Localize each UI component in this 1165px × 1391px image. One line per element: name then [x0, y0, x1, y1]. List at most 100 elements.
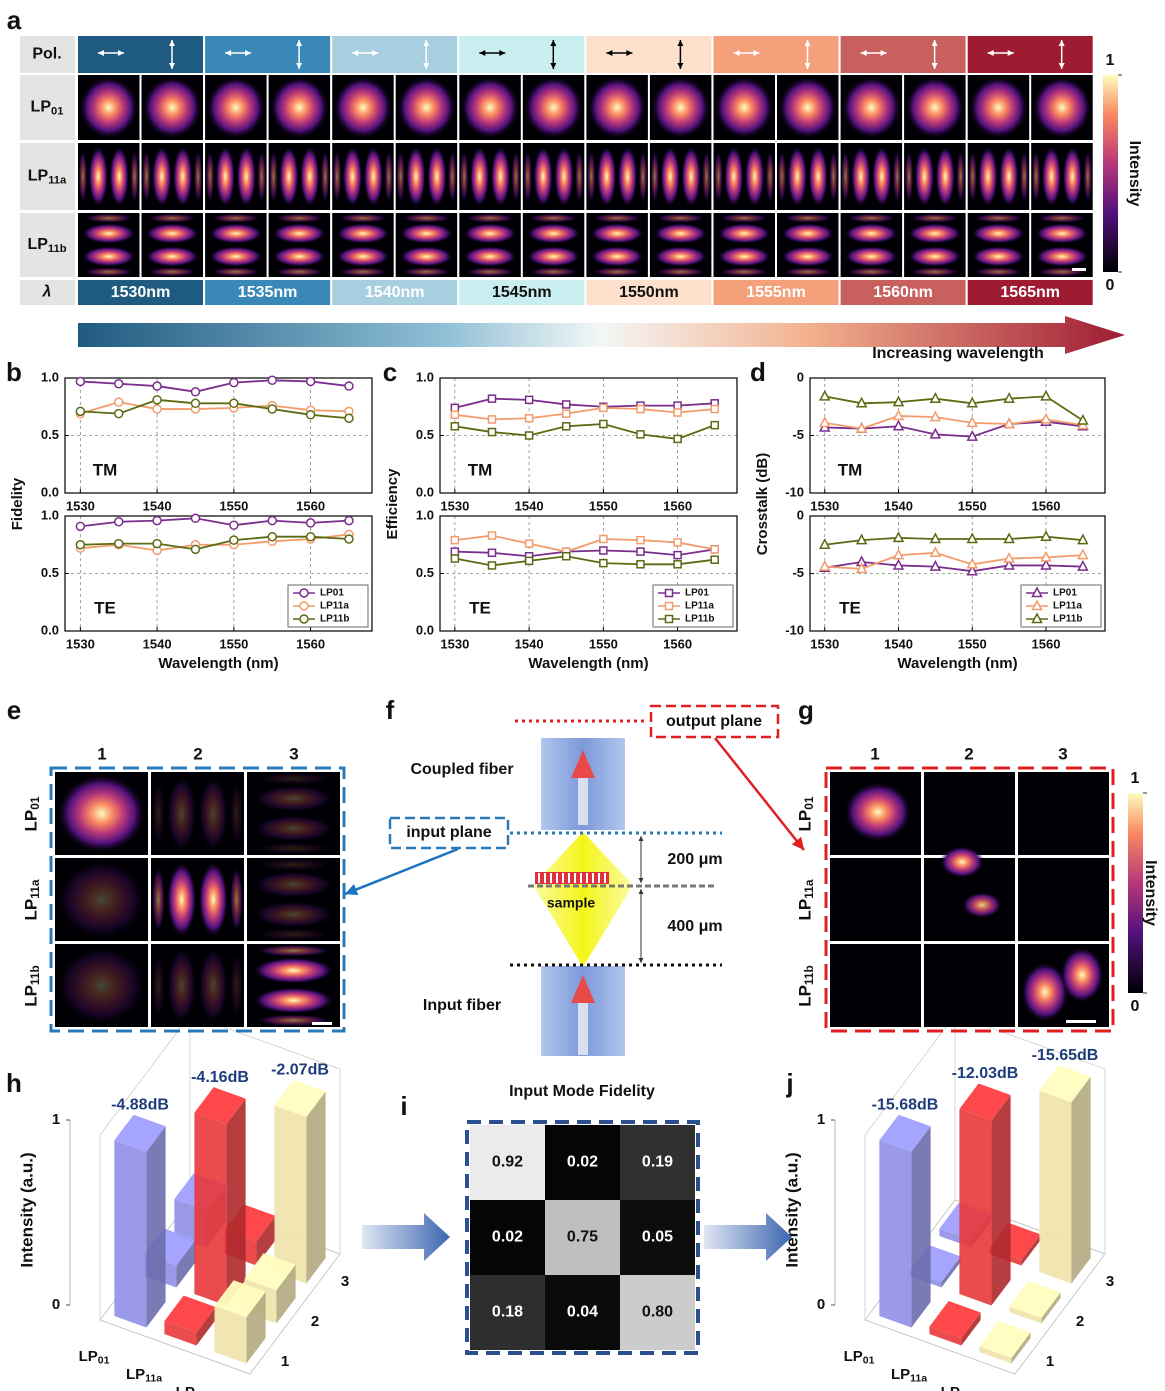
bar-face [879, 1140, 912, 1328]
diagram-label: 400 μm [667, 918, 722, 935]
bar-face [214, 1305, 247, 1364]
cell-value: 0.02 [492, 1229, 523, 1246]
row-label: LP11a [795, 879, 816, 920]
marker [892, 395, 905, 407]
bar-face [1071, 1076, 1091, 1284]
bar [979, 1320, 1031, 1364]
bar-face [226, 1098, 246, 1306]
marker [561, 552, 571, 561]
mode-image [967, 213, 1030, 277]
mode-lobe [166, 775, 197, 852]
bar [879, 1114, 931, 1328]
mode-lobe [971, 223, 1026, 244]
arrow-head [1058, 63, 1065, 69]
mode-lobe [465, 267, 515, 277]
mode-lobe [904, 149, 914, 204]
mode-image [395, 213, 458, 277]
marker [1003, 392, 1015, 403]
marker [229, 535, 239, 545]
mode-lobe [208, 223, 263, 244]
marker [599, 403, 608, 413]
mode-lobe [269, 149, 278, 204]
column-label: 1 [97, 744, 106, 763]
series-line [824, 395, 1084, 422]
series-line [454, 548, 715, 558]
x-tick-label: 1560 [1032, 498, 1061, 513]
mode-image [268, 143, 331, 210]
mode-lobe [723, 145, 744, 208]
marker [892, 531, 905, 543]
x-tick-label: 1540 [515, 498, 544, 513]
mode-lobe [841, 149, 850, 204]
y-tick-label: -10 [785, 484, 804, 499]
arrow-head [423, 63, 430, 69]
x-tick-label: 1530 [440, 636, 469, 651]
bar [1039, 1065, 1091, 1284]
category-label: LP01 [79, 1348, 110, 1366]
heatmap-cell [545, 1200, 620, 1275]
bar [214, 1280, 266, 1364]
mode-lobe [396, 76, 456, 139]
marker [344, 381, 354, 391]
marker [190, 398, 201, 409]
bar-face [194, 1112, 227, 1306]
marker [1077, 413, 1089, 425]
mode-lobe [145, 223, 200, 244]
mode-lobe [490, 145, 511, 208]
mode-lobe [1083, 149, 1093, 204]
bar-face [961, 1312, 981, 1346]
bar-face [941, 1256, 961, 1288]
panel-letter: i [400, 1091, 407, 1121]
panel-letter: c [383, 357, 397, 387]
x-tick-label: 1550 [958, 498, 987, 513]
panel-letter: h [6, 1068, 22, 1098]
bar-face [164, 1321, 197, 1346]
marker [966, 430, 978, 441]
row-header [20, 280, 75, 305]
mode-lobe [198, 947, 229, 1024]
marker [487, 394, 497, 403]
plot-frame [809, 515, 1106, 632]
grating-line [580, 873, 582, 883]
mode-lobe [230, 780, 244, 847]
panel-letter: e [7, 695, 21, 725]
marker [152, 395, 162, 405]
x-tick-label: 1550 [589, 636, 618, 651]
marker [524, 431, 534, 440]
mode-lobe [151, 952, 165, 1019]
mode-lobe [844, 223, 899, 244]
row-header [20, 75, 75, 140]
mode-image [924, 772, 1015, 855]
plot-frame [439, 377, 738, 494]
arrow-head [638, 889, 644, 894]
category-label: LP11a [891, 1366, 927, 1384]
colorbar-tick-label: 1 [1106, 52, 1115, 69]
arrow-head [245, 50, 252, 56]
beam-arrow [571, 975, 595, 1003]
row-label: LP11a [21, 879, 42, 920]
arrow-head [423, 40, 430, 46]
panel-border [49, 766, 346, 1033]
mode-image [830, 944, 921, 1027]
mode-lobe [256, 842, 331, 855]
y-tick-label: -5 [792, 427, 804, 442]
arrow [714, 737, 805, 851]
marker [673, 434, 682, 444]
mode-lobe [526, 223, 581, 244]
mode-image [151, 772, 244, 855]
series-line [454, 534, 715, 553]
mode-lobe [973, 213, 1024, 223]
x-tick-label: 1540 [884, 636, 913, 651]
mode-image [1031, 213, 1093, 277]
series-line [824, 535, 1083, 546]
mode-lobe [198, 861, 229, 938]
mode-lobe [554, 145, 574, 208]
bar [114, 1114, 166, 1328]
mode-lobe [252, 987, 335, 1014]
mode-lobe [81, 223, 136, 244]
mode-lobe [269, 76, 329, 139]
crosstalk-label: -12.03dB [952, 1065, 1019, 1082]
marker [344, 413, 354, 423]
marker [267, 515, 277, 526]
mode-label: TE [839, 598, 861, 617]
